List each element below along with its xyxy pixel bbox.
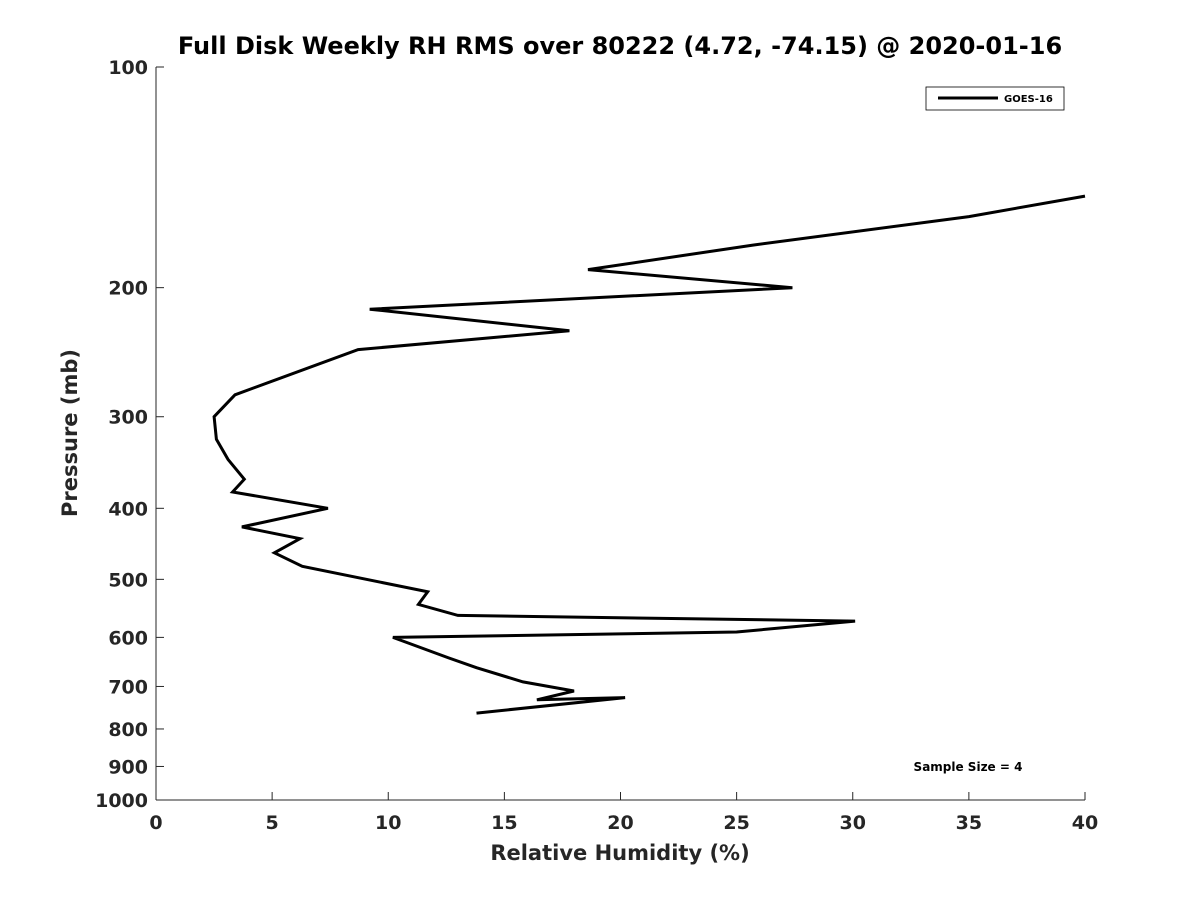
y-tick-label: 300 (108, 407, 148, 429)
series-line-goes-16 (212, 194, 1086, 715)
y-tick-label: 400 (108, 498, 148, 520)
y-axis-label: Pressure (mb) (58, 349, 82, 517)
x-tick-label: 10 (375, 812, 401, 834)
y-tick-label: 900 (108, 756, 148, 778)
y-tick-label: 100 (108, 57, 148, 79)
x-tick-label: 15 (491, 812, 517, 834)
x-tick-label: 0 (149, 812, 162, 834)
y-tick-label: 800 (108, 719, 148, 741)
sample-size-annotation: Sample Size = 4 (914, 760, 1023, 774)
plot-area (156, 67, 1085, 800)
y-tick-label: 700 (108, 676, 148, 698)
x-tick-label: 20 (607, 812, 633, 834)
x-tick-label: 5 (266, 812, 279, 834)
y-tick-label: 600 (108, 627, 148, 649)
x-tick-label: 35 (956, 812, 982, 834)
legend: GOES-16 (925, 86, 1065, 111)
y-tick-label: 500 (108, 569, 148, 591)
x-tick-label: 40 (1072, 812, 1098, 834)
y-axis: 100 200 300 400 500 600 700 800 900 1000 (95, 57, 164, 812)
x-tick-label: 30 (840, 812, 866, 834)
chart-title: Full Disk Weekly RH RMS over 80222 (4.72… (178, 32, 1062, 60)
y-tick-label: 200 (108, 278, 148, 300)
x-tick-label: 25 (723, 812, 749, 834)
x-axis-label: Relative Humidity (%) (490, 841, 749, 865)
series-layer (212, 194, 1086, 715)
legend-entry-goes-16: GOES-16 (1004, 94, 1053, 105)
x-axis: 0 5 10 15 20 25 30 35 40 (149, 792, 1098, 834)
y-tick-label: 1000 (95, 790, 148, 812)
